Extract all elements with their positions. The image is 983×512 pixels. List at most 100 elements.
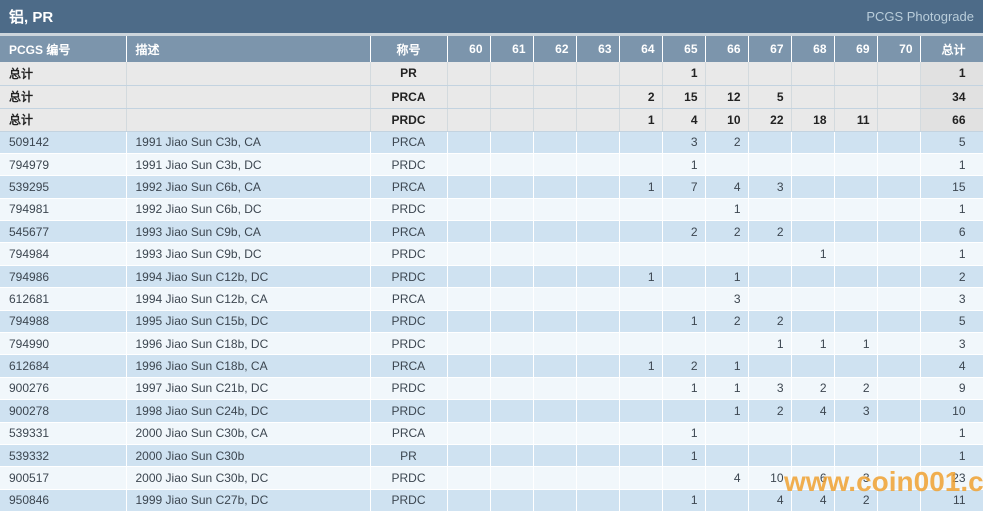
- pcgs-number-link[interactable]: 539295: [0, 175, 127, 199]
- description-cell: 1992 Jiao Sun C6b, CA: [126, 175, 371, 199]
- grade-64-cell: [619, 198, 663, 222]
- designation-cell: PRCA: [370, 175, 448, 199]
- pcgs-number-link[interactable]: 612681: [0, 287, 127, 311]
- grade-68-cell: [791, 265, 835, 289]
- grade-68-cell: [791, 444, 835, 468]
- grade-66-cell: [705, 422, 749, 445]
- grade-62-cell: [533, 108, 577, 132]
- col-header-64: 64: [619, 36, 663, 62]
- col-header-65: 65: [662, 36, 706, 62]
- pcgs-number-link[interactable]: 794981: [0, 198, 127, 222]
- grade-69-cell: 1: [834, 332, 878, 356]
- grade-68-cell: [791, 310, 835, 334]
- total-cell: 2: [920, 265, 983, 289]
- grade-66-cell: 4: [705, 175, 749, 199]
- grade-69-cell: [834, 310, 878, 334]
- total-cell: 9: [920, 377, 983, 401]
- grade-64-cell: [619, 489, 663, 512]
- grade-70-cell: [877, 220, 921, 244]
- grade-68-cell: [791, 422, 835, 445]
- grade-70-cell: [877, 153, 921, 177]
- grade-66-cell: 10: [705, 108, 749, 132]
- pcgs-number-link[interactable]: 900517: [0, 466, 127, 490]
- grade-61-cell: [490, 153, 534, 177]
- table-row: 539331 2000 Jiao Sun C30b, CA PRCA 1 1: [0, 422, 983, 445]
- grade-63-cell: [576, 399, 620, 423]
- description-cell: 1997 Jiao Sun C21b, DC: [126, 377, 371, 401]
- grade-65-cell: 2: [662, 220, 706, 244]
- pcgs-number-link[interactable]: 794988: [0, 310, 127, 334]
- grade-63-cell: [576, 85, 620, 109]
- col-header-68: 68: [791, 36, 835, 62]
- grade-63-cell: [576, 198, 620, 222]
- grade-61-cell: [490, 444, 534, 468]
- grade-62-cell: [533, 242, 577, 266]
- description-cell: 1993 Jiao Sun C9b, CA: [126, 220, 371, 244]
- table-body: 总计 PR 1 1 总计 PRCA 2 15 12 5 34 总计 PRDC 1 4 10 22 18 11 66 50…: [0, 62, 983, 512]
- grade-68-cell: [791, 85, 835, 109]
- pcgs-number-link[interactable]: 509142: [0, 131, 127, 154]
- pcgs-number-link[interactable]: 612684: [0, 354, 127, 378]
- total-cell: 66: [919, 108, 983, 132]
- grade-68-cell: [791, 220, 835, 244]
- pcgs-photograde-link[interactable]: PCGS Photograde: [866, 9, 974, 24]
- grade-60-cell: [447, 310, 491, 334]
- grade-60-cell: [447, 422, 491, 445]
- grade-60-cell: [447, 242, 491, 266]
- total-cell: 23: [920, 466, 983, 490]
- grade-64-cell: [619, 466, 663, 490]
- grade-69-cell: [834, 85, 878, 109]
- grade-66-cell: [705, 444, 749, 468]
- designation-cell: PR: [370, 62, 448, 86]
- summary-row-pr: 总计 PR 1 1: [0, 62, 983, 86]
- grade-63-cell: [576, 332, 620, 356]
- grade-70-cell: [877, 85, 921, 109]
- grade-68-cell: [791, 153, 835, 177]
- grade-70-cell: [877, 377, 921, 401]
- grade-70-cell: [877, 489, 921, 512]
- grade-62-cell: [533, 287, 577, 311]
- designation-cell: PRCA: [370, 220, 448, 244]
- grade-63-cell: [576, 242, 620, 266]
- grade-65-cell: 1: [662, 444, 706, 468]
- grade-61-cell: [490, 108, 534, 132]
- designation-cell: PRDC: [370, 265, 448, 289]
- grade-60-cell: [447, 175, 491, 199]
- grade-65-cell: 3: [662, 131, 706, 154]
- grade-67-cell: 4: [748, 489, 792, 512]
- grade-62-cell: [533, 220, 577, 244]
- table-row: 794981 1992 Jiao Sun C6b, DC PRDC 1 1: [0, 198, 983, 222]
- table-row: 539295 1992 Jiao Sun C6b, CA PRCA 1 7 4 3 15: [0, 175, 983, 199]
- pcgs-number-link[interactable]: 794986: [0, 265, 127, 289]
- pcgs-number-link[interactable]: 539331: [0, 422, 127, 445]
- summary-row-prdc: 总计 PRDC 1 4 10 22 18 11 66: [0, 108, 983, 132]
- summary-label: 总计: [0, 62, 127, 86]
- grade-64-cell: [619, 220, 663, 244]
- grade-64-cell: [619, 153, 663, 177]
- col-header-designation: 称号: [370, 36, 448, 62]
- grade-66-cell: 4: [705, 466, 749, 490]
- pcgs-number-link[interactable]: 545677: [0, 220, 127, 244]
- pcgs-number-link[interactable]: 794979: [0, 153, 127, 177]
- grade-61-cell: [490, 265, 534, 289]
- title-bar: 铝, PR PCGS Photograde: [0, 0, 983, 33]
- pcgs-number-link[interactable]: 794990: [0, 332, 127, 356]
- grade-62-cell: [533, 62, 577, 86]
- grade-70-cell: [877, 444, 921, 468]
- pcgs-number-link[interactable]: 539332: [0, 444, 127, 468]
- pcgs-number-link[interactable]: 950846: [0, 489, 127, 512]
- grade-60-cell: [447, 399, 491, 423]
- description-cell: 1993 Jiao Sun C9b, DC: [126, 242, 371, 266]
- grade-70-cell: [877, 175, 921, 199]
- grade-64-cell: 1: [619, 265, 663, 289]
- designation-cell: PRDC: [370, 310, 448, 334]
- pcgs-number-link[interactable]: 794984: [0, 242, 127, 266]
- pcgs-number-link[interactable]: 900278: [0, 399, 127, 423]
- grade-63-cell: [576, 108, 620, 132]
- grade-65-cell: [662, 265, 706, 289]
- grade-65-cell: 4: [662, 108, 706, 132]
- grade-67-cell: [748, 354, 792, 378]
- grade-65-cell: 7: [662, 175, 706, 199]
- pcgs-number-link[interactable]: 900276: [0, 377, 127, 401]
- col-header-60: 60: [447, 36, 491, 62]
